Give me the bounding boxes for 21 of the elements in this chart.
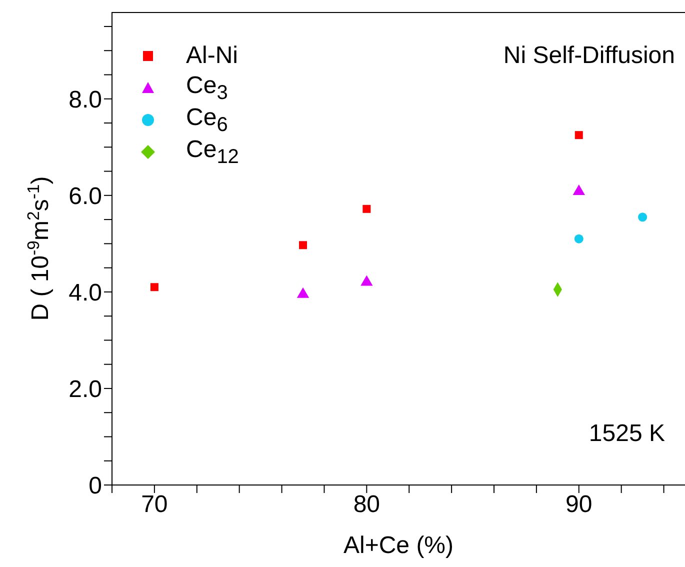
annotation: 1525 K (588, 420, 665, 447)
y-tick-label: 4.0 (68, 279, 102, 306)
y-tick-label: 0 (88, 472, 102, 500)
x-tick-label: 70 (141, 491, 168, 518)
legend-label: Ce$_{3}$ (186, 72, 228, 104)
annotation: Ni Self-Diffusion (503, 42, 675, 69)
y-tick-label: 6.0 (68, 182, 102, 210)
point (150, 283, 158, 292)
point (574, 234, 584, 244)
legend-label: Ce$_{6}$ (186, 104, 228, 136)
point (299, 241, 307, 250)
y-tick-label: 2.0 (68, 376, 102, 403)
point (362, 204, 371, 213)
x-tick-label: 80 (353, 491, 380, 518)
x-axis-title: Al+Ce (%) (343, 532, 454, 559)
y-tick-label: 8.0 (68, 86, 102, 114)
legend-label: Al-Ni (186, 42, 238, 70)
x-tick-label: 90 (566, 491, 592, 518)
legend-label: Ce$_{12}$ (186, 136, 239, 168)
point (638, 212, 648, 222)
point (574, 131, 583, 140)
